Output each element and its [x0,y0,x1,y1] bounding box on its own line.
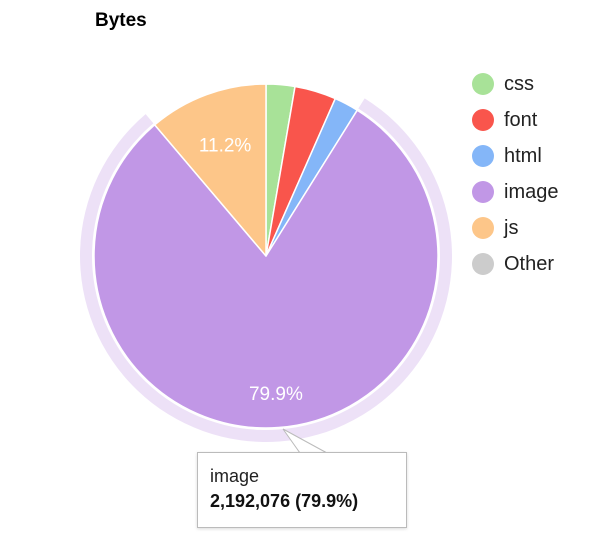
legend-item-js[interactable]: js [472,210,558,246]
legend-label: css [504,72,534,95]
slice-labels: 79.9% 11.2% [199,136,303,406]
tooltip-value: 2,192,076 (79.9%) [210,491,359,511]
data-label-image: 79.9% [249,384,303,405]
legend-item-html[interactable]: html [472,138,558,174]
legend-item-other[interactable]: Other [472,246,558,282]
data-label-js: 11.2% [199,136,252,157]
legend-label: js [504,216,519,239]
legend-item-image[interactable]: image [472,174,558,210]
legend-swatch [472,145,494,167]
legend-label: Other [504,252,555,275]
legend-swatch [472,73,494,95]
legend-label: font [504,108,538,131]
legend-item-font[interactable]: font [472,102,558,138]
pie-slices[interactable] [93,83,439,429]
pie-slice-js[interactable] [153,83,267,257]
legend-swatch [472,109,494,131]
legend-item-css[interactable]: css [472,66,558,102]
tooltip-series-name: image [210,466,260,486]
legend-label: image [504,180,559,203]
chart-title: Bytes [95,10,147,31]
tooltip: image 2,192,076 (79.9%) [197,452,407,528]
legend-label: html [504,144,542,167]
legend-swatch [472,217,494,239]
legend-swatch [472,181,494,203]
pie-slice-image[interactable] [93,109,439,429]
legend-swatch [472,253,494,275]
legend: css font html image js Other [472,66,558,282]
